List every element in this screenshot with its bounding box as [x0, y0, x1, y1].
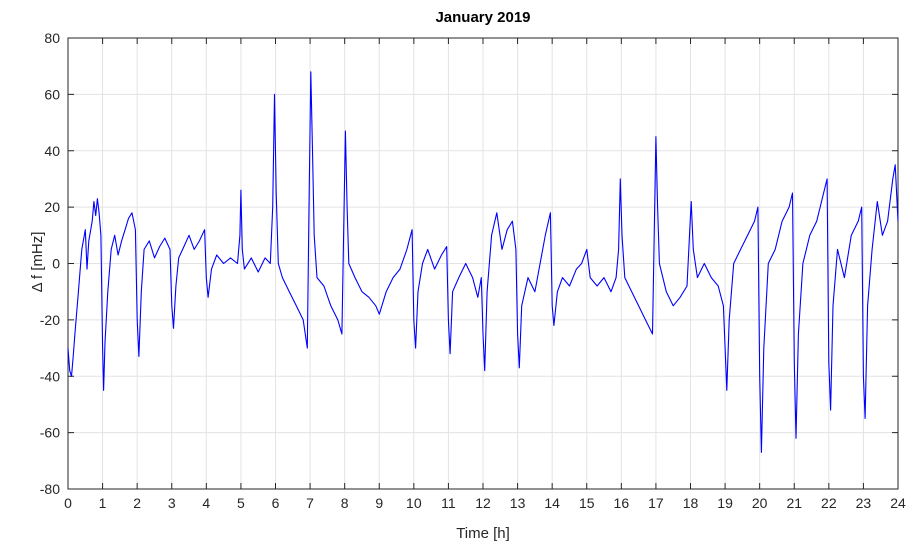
- x-tick-label: 10: [406, 495, 422, 511]
- x-tick-label: 18: [683, 495, 699, 511]
- x-tick-label: 9: [375, 495, 383, 511]
- x-tick-label: 22: [821, 495, 837, 511]
- x-tick-label: 15: [579, 495, 595, 511]
- x-tick-label: 6: [272, 495, 280, 511]
- x-tick-label: 8: [341, 495, 349, 511]
- y-tick-label: 20: [44, 199, 60, 215]
- x-tick-label: 16: [614, 495, 630, 511]
- x-tick-label: 12: [475, 495, 491, 511]
- x-tick-label: 21: [786, 495, 802, 511]
- x-tick-label: 13: [510, 495, 526, 511]
- x-tick-label: 23: [856, 495, 872, 511]
- x-tick-label: 1: [99, 495, 107, 511]
- axis-ticks: 0 1 2 3 4 5 6 7 8 9 10 11 12 13 14 15 16 17 18 19 20 21 22 23 24…: [40, 30, 906, 511]
- grid: [67, 37, 899, 490]
- y-tick-label: 80: [44, 30, 60, 46]
- chart-title: January 2019: [435, 9, 530, 26]
- x-tick-label: 2: [133, 495, 141, 511]
- y-tick-label: -80: [40, 481, 60, 497]
- y-tick-label: -60: [40, 425, 60, 441]
- x-tick-label: 7: [306, 495, 314, 511]
- x-tick-label: 14: [544, 495, 560, 511]
- x-tick-label: 20: [752, 495, 768, 511]
- series-line: [67, 71, 899, 453]
- series-group: [67, 71, 899, 453]
- y-axis-label: Δ f [mHz]: [29, 232, 46, 293]
- y-tick-label: 0: [52, 256, 60, 272]
- y-tick-label: 40: [44, 143, 60, 159]
- x-tick-label: 4: [202, 495, 210, 511]
- y-tick-label: -20: [40, 312, 60, 328]
- x-tick-label: 24: [890, 495, 906, 511]
- x-tick-label: 0: [64, 495, 72, 511]
- x-tick-label: 5: [237, 495, 245, 511]
- y-tick-label: 60: [44, 86, 60, 102]
- x-tick-label: 17: [648, 495, 664, 511]
- x-tick-label: 3: [168, 495, 176, 511]
- x-tick-label: 11: [441, 495, 456, 511]
- y-tick-label: -40: [40, 368, 60, 384]
- x-axis-label: Time [h]: [456, 525, 510, 542]
- x-tick-label: 19: [717, 495, 733, 511]
